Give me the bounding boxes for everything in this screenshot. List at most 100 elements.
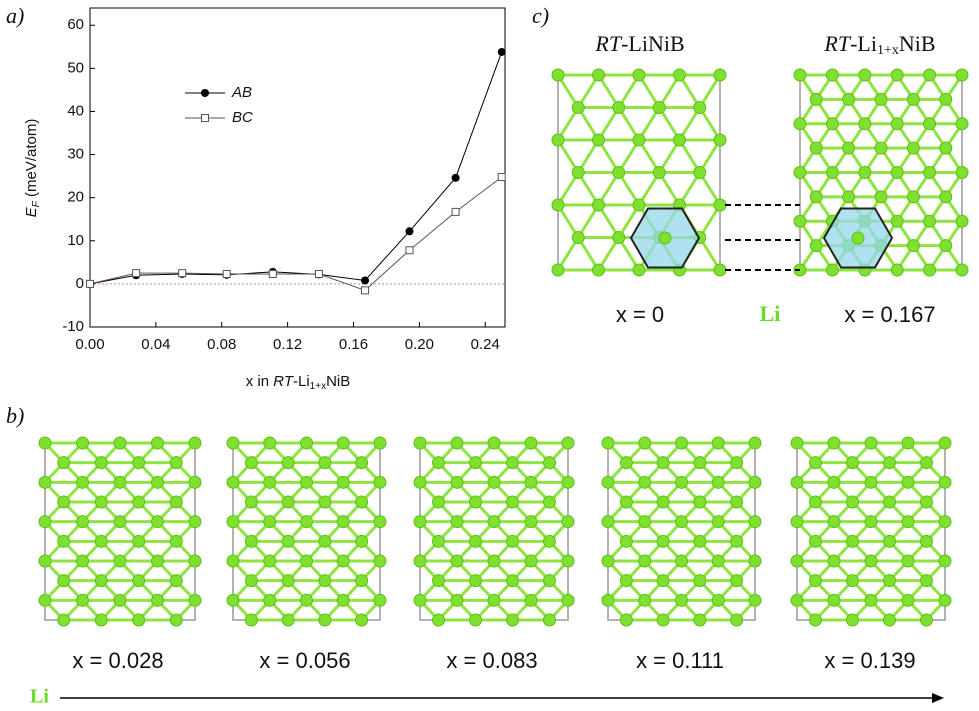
atom (883, 495, 896, 509)
atom (413, 515, 427, 529)
atom (901, 475, 915, 489)
atom (188, 436, 202, 450)
atom (355, 613, 369, 627)
atom (450, 554, 464, 568)
atom (76, 593, 89, 607)
atom (748, 436, 762, 450)
atom (469, 456, 482, 470)
atom (827, 475, 841, 489)
atom (793, 166, 807, 179)
atom (432, 456, 445, 470)
atom (955, 214, 969, 228)
atom (244, 456, 258, 470)
atom (543, 574, 556, 588)
atom (693, 613, 707, 627)
lattice (551, 68, 727, 277)
label-part: x in (246, 373, 274, 390)
structure-caption: x = 0.139 (824, 648, 915, 673)
atom (748, 515, 762, 529)
atom (920, 456, 933, 470)
atom (592, 133, 605, 147)
atom (713, 68, 727, 82)
atom (38, 593, 52, 607)
atom (612, 101, 626, 114)
atom (450, 436, 464, 450)
atom (955, 166, 969, 179)
atom (188, 593, 202, 607)
atom (713, 133, 727, 147)
x-axis-label: x in RT-Li1+xNiB (246, 373, 351, 392)
atom (469, 613, 482, 627)
atom (551, 263, 565, 277)
atom (244, 613, 258, 627)
atom (638, 515, 652, 529)
atom (809, 574, 822, 588)
atom (656, 495, 670, 509)
atom (506, 456, 519, 470)
atom (939, 141, 953, 155)
atom (601, 475, 615, 489)
atom (658, 231, 672, 245)
atom (571, 166, 585, 179)
point (451, 207, 460, 216)
atom (169, 613, 183, 627)
atom (151, 554, 164, 568)
atom (524, 515, 538, 529)
title-part: RT (823, 31, 851, 56)
legend-label: AB (231, 84, 252, 101)
atom (524, 554, 538, 568)
atom (38, 554, 52, 568)
atom (300, 515, 313, 529)
atom (809, 141, 823, 155)
atom (906, 190, 920, 204)
atom (450, 593, 464, 607)
atom (793, 214, 807, 228)
atom (842, 92, 856, 106)
atom (551, 68, 565, 82)
atom (846, 574, 859, 588)
atom (336, 554, 350, 568)
atom (730, 456, 744, 470)
atom (619, 534, 633, 548)
atom (226, 436, 240, 450)
atom (846, 534, 859, 548)
atom (675, 436, 688, 450)
point (132, 269, 141, 278)
atom (76, 475, 89, 489)
atom (711, 554, 725, 568)
y-axis-label: EF (meV/atom) (23, 119, 42, 218)
atom (858, 68, 872, 82)
atom (487, 436, 501, 450)
atom (300, 475, 313, 489)
atom (543, 613, 556, 627)
y-tick-label: 0 (76, 275, 84, 292)
atom (300, 554, 313, 568)
y-tick-label: 40 (67, 102, 84, 119)
title-part: 1+x (877, 43, 899, 58)
atom (883, 574, 896, 588)
label-part: -Li (293, 373, 310, 390)
atom (373, 593, 387, 607)
atom (612, 166, 626, 179)
atom (355, 534, 369, 548)
atom (151, 436, 164, 450)
atom (169, 534, 183, 548)
atom (543, 456, 556, 470)
atom (825, 117, 839, 131)
atom (113, 436, 127, 450)
atom (113, 515, 127, 529)
x-tick-label: 0.04 (141, 336, 170, 353)
lattice (790, 436, 952, 627)
atom (809, 613, 822, 627)
atom (57, 534, 71, 548)
panel-label: a) (6, 3, 24, 28)
atom (94, 495, 108, 509)
atom (57, 613, 71, 627)
atom (318, 574, 332, 588)
atom (450, 475, 464, 489)
atom (901, 515, 915, 529)
atom (543, 495, 556, 509)
atom (263, 436, 277, 450)
atom (939, 190, 953, 204)
atom (318, 495, 332, 509)
